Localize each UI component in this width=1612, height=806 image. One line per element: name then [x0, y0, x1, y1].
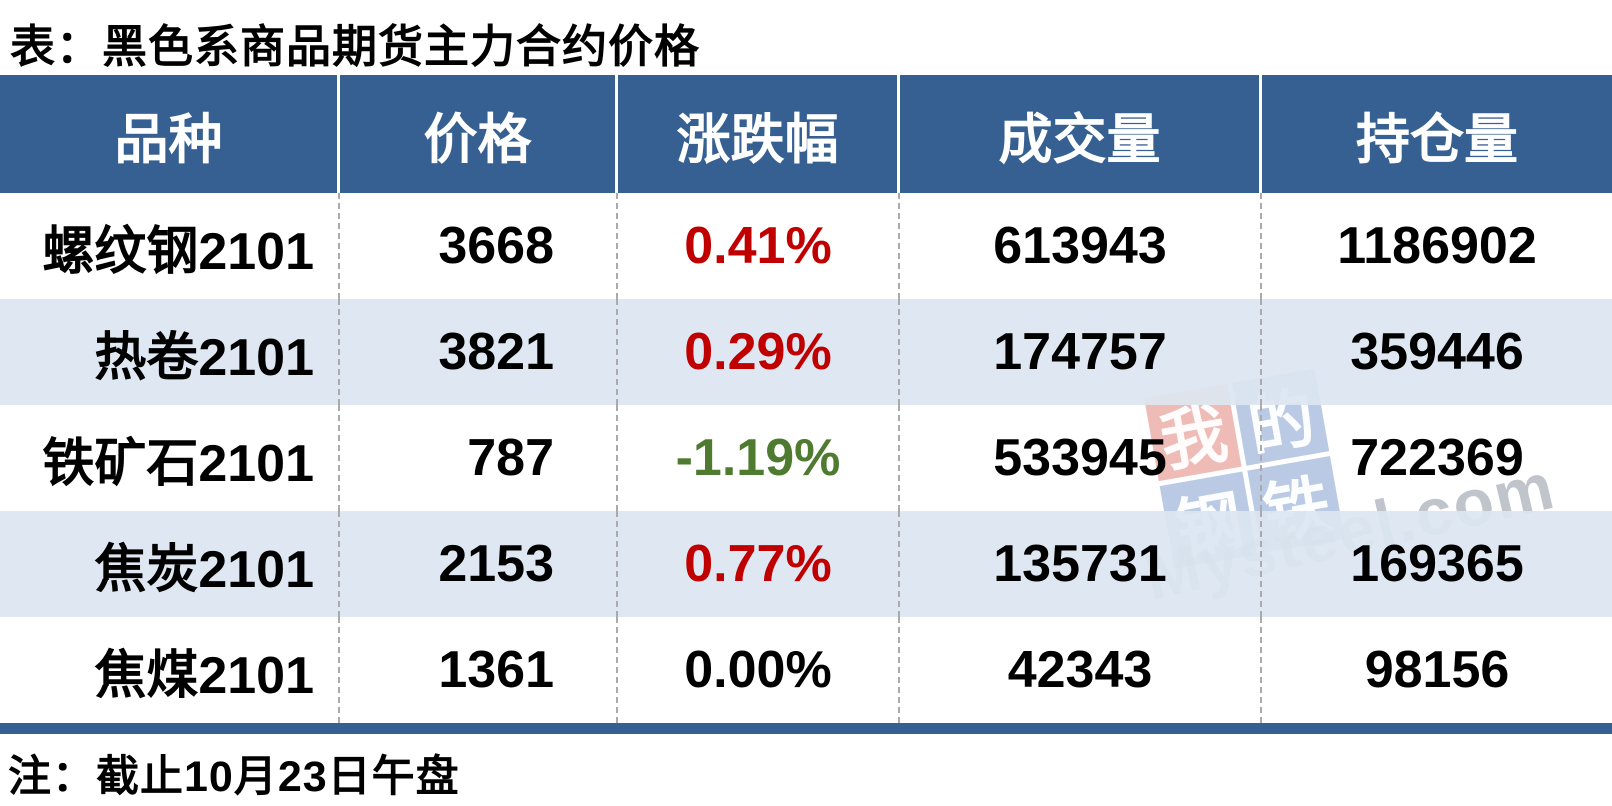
cell-variety: 焦炭2101 [0, 511, 340, 617]
cell-variety: 铁矿石2101 [0, 405, 340, 511]
cell-change: 0.77% [618, 511, 900, 617]
table-note: 注：截止10月23日午盘 [8, 753, 460, 801]
table-bottom-border [0, 723, 1612, 734]
table-header-row: 品种 价格 涨跌幅 成交量 持仓量 [0, 75, 1612, 193]
col-header-variety: 品种 [0, 75, 340, 193]
cell-price: 3668 [340, 193, 618, 299]
cell-volume: 42343 [900, 617, 1262, 723]
cell-change: 0.00% [618, 617, 900, 723]
cell-open-interest: 359446 [1262, 299, 1612, 405]
cell-volume: 613943 [900, 193, 1262, 299]
cell-open-interest: 169365 [1262, 511, 1612, 617]
cell-price: 2153 [340, 511, 618, 617]
col-header-open-interest: 持仓量 [1262, 75, 1612, 193]
col-header-volume: 成交量 [900, 75, 1262, 193]
cell-price: 1361 [340, 617, 618, 723]
cell-volume: 135731 [900, 511, 1262, 617]
cell-open-interest: 98156 [1364, 641, 1510, 699]
futures-table: 品种 价格 涨跌幅 成交量 持仓量 螺纹钢2101 3668 0.41% 613… [0, 75, 1612, 734]
page-title: 表：黑色系商品期货主力合约价格 [10, 21, 701, 72]
cell-variety: 焦煤2101 [0, 617, 340, 723]
cell-change: -1.19% [618, 405, 900, 511]
col-header-change: 涨跌幅 [618, 75, 900, 193]
cell-change: 0.41% [618, 193, 900, 299]
cell-volume: 174757 [900, 299, 1262, 405]
cell-volume: 533945 [900, 405, 1262, 511]
cell-open-interest: 722369 [1350, 429, 1524, 487]
table-row: 螺纹钢2101 3668 0.41% 613943 1186902 [0, 193, 1612, 299]
cell-variety: 热卷2101 [0, 299, 340, 405]
cell-variety: 螺纹钢2101 [0, 193, 340, 299]
table-row: 热卷2101 3821 0.29% 174757 359446 [0, 299, 1612, 405]
table-row: 焦炭2101 2153 0.77% 135731 169365 [0, 511, 1612, 617]
cell-change: 0.29% [618, 299, 900, 405]
table-row: 铁矿石2101 787 -1.19% 533945 722369 [0, 405, 1612, 511]
cell-price: 787 [340, 405, 618, 511]
cell-price: 3821 [340, 299, 618, 405]
table-row: 焦煤2101 1361 0.00% 42343 98156 [0, 617, 1612, 723]
cell-open-interest: 1186902 [1337, 217, 1537, 275]
col-header-price: 价格 [340, 75, 618, 193]
